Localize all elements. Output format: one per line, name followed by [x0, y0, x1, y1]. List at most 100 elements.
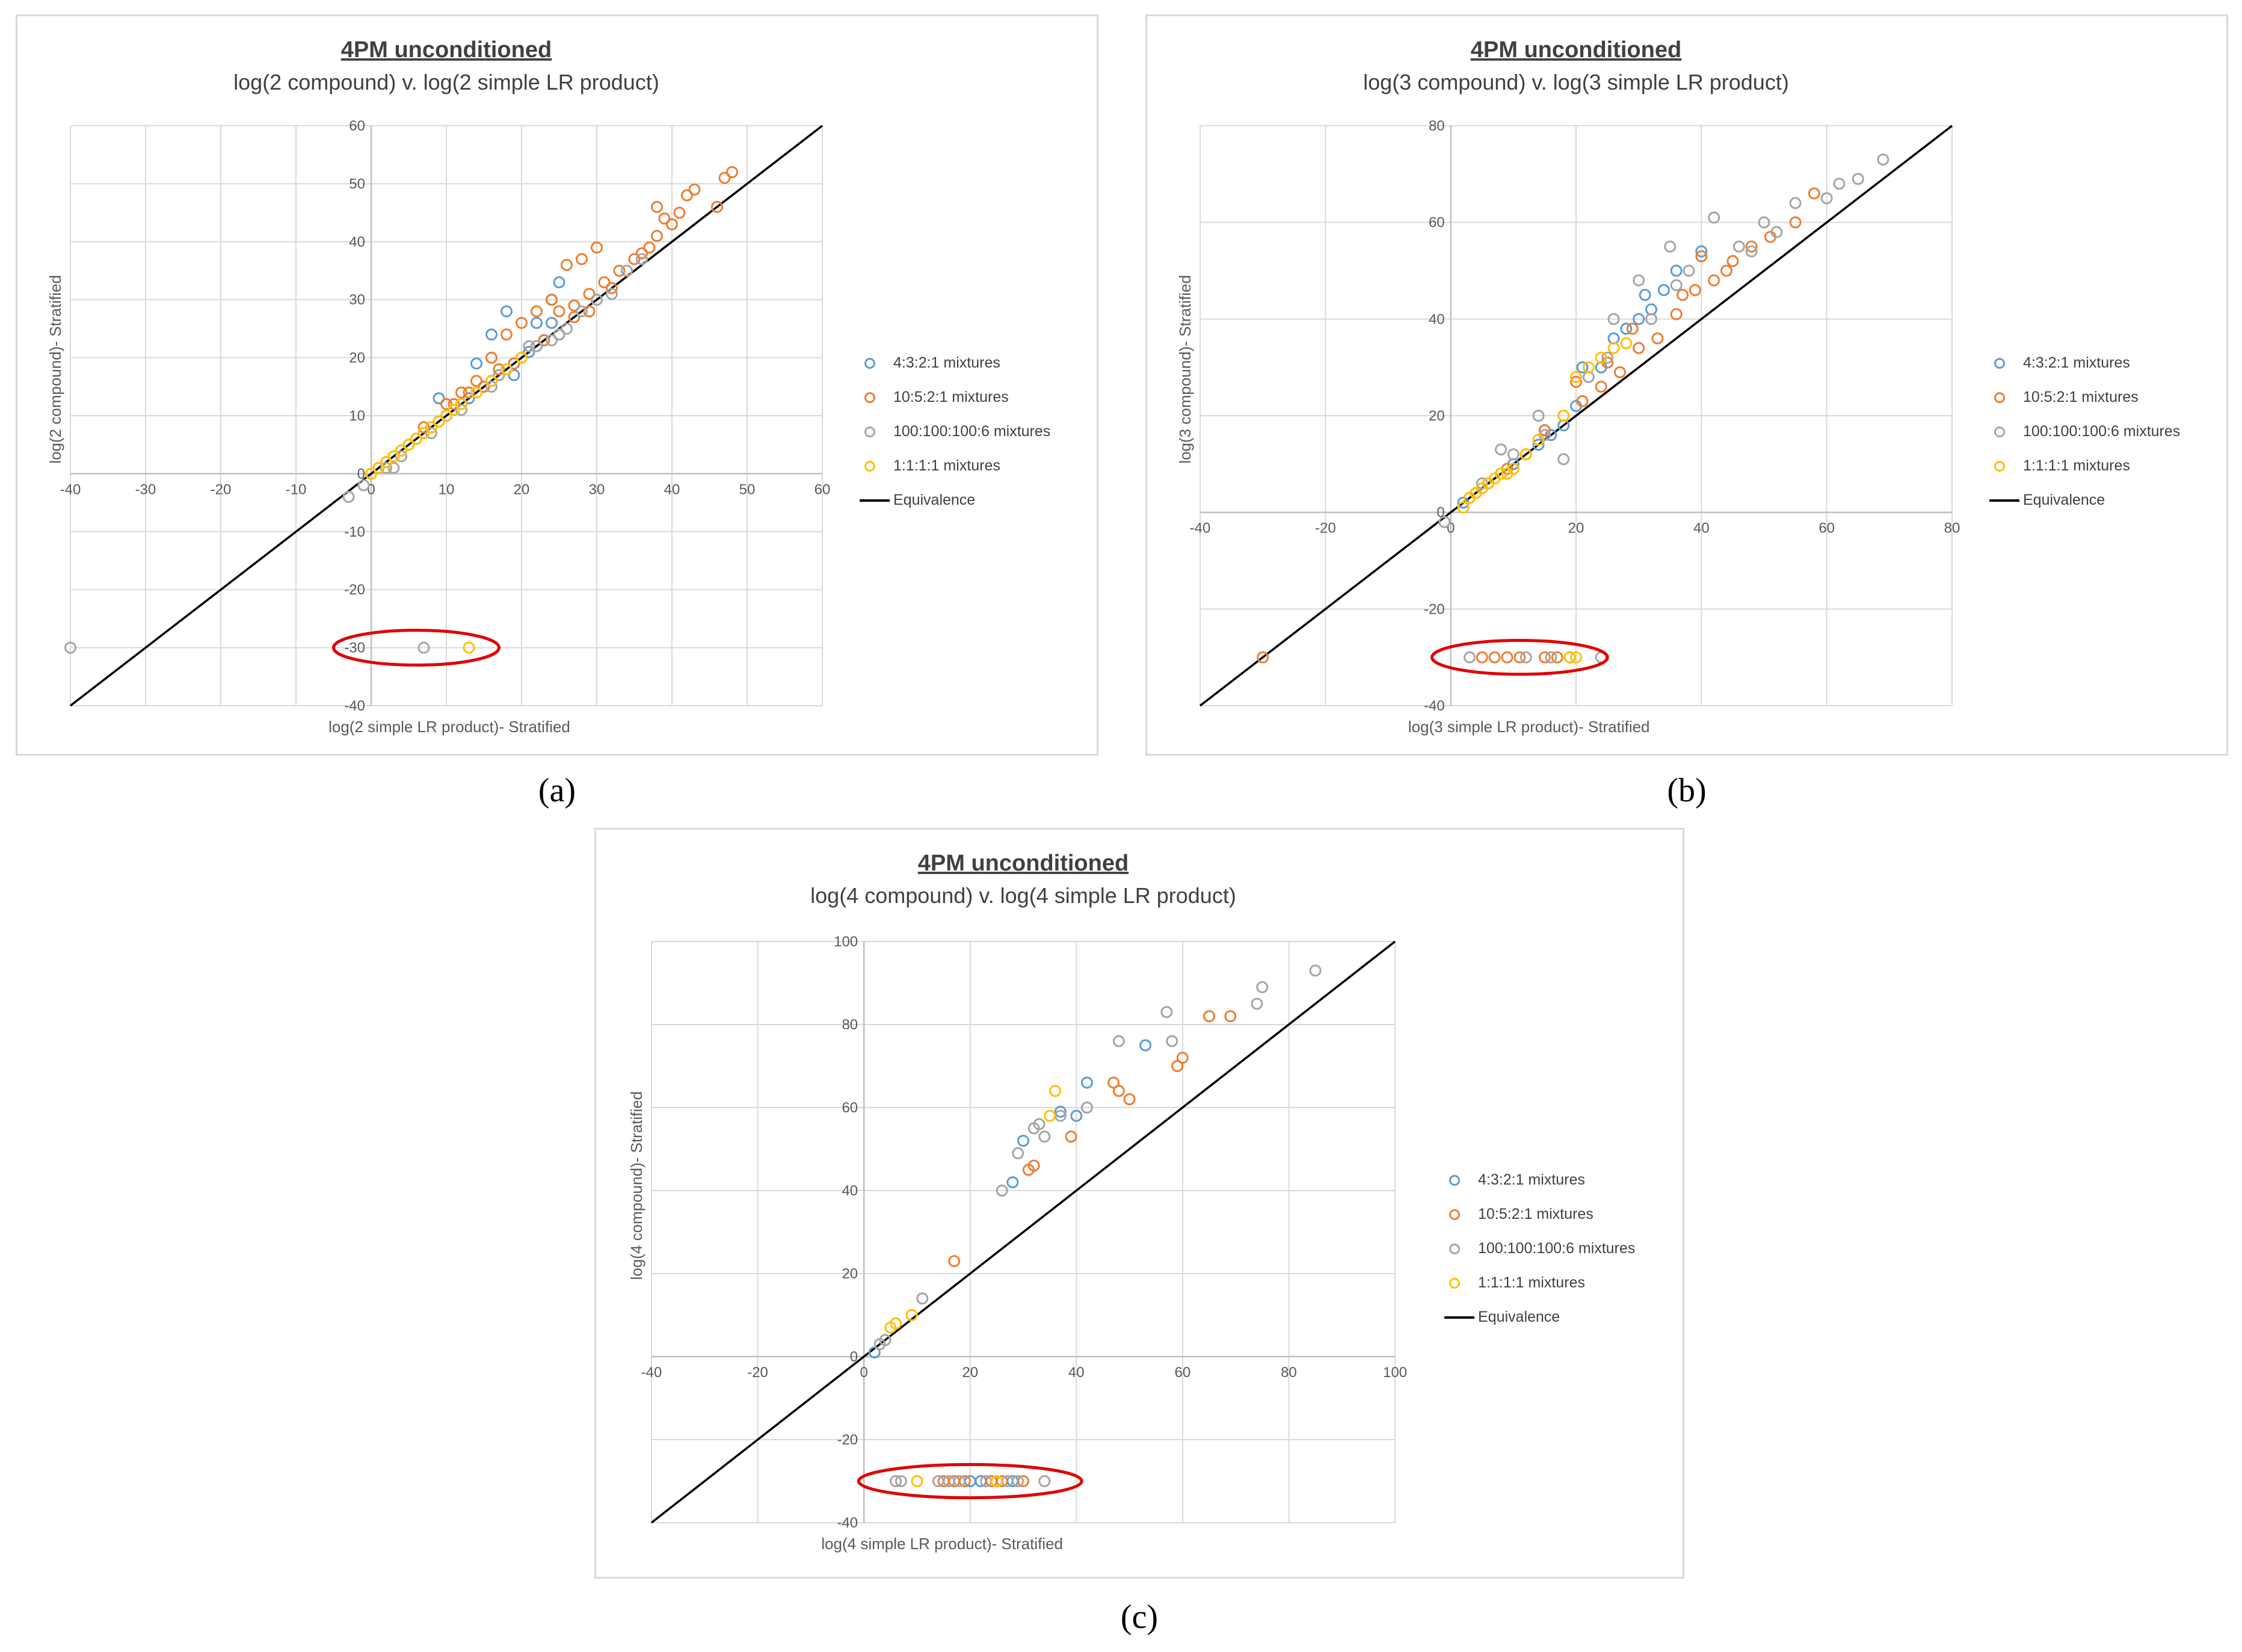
- data-point-series-3: [357, 479, 370, 492]
- chart-panel-b: 4PM unconditioned log(3 compound) v. log(…: [1145, 14, 2228, 756]
- y-tick-label: 20: [349, 350, 365, 366]
- data-point-series-2: [628, 253, 641, 265]
- data-point-series-3: [1112, 1035, 1125, 1047]
- x-axis-title: log(2 simple LR product)- Stratified: [328, 718, 570, 736]
- legend-label: 10:5:2:1 mixtures: [1478, 1206, 1594, 1222]
- y-tick-label: 20: [842, 1266, 858, 1282]
- x-tick-label: 0: [860, 1364, 867, 1381]
- data-point-series-2: [718, 171, 731, 184]
- x-tick-label: 50: [739, 481, 756, 498]
- legend-marker-icon: [1449, 1277, 1460, 1289]
- data-point-series-4: [1607, 342, 1620, 354]
- data-point-series-4: [402, 439, 415, 451]
- legend-item-series-3: 100:100:100:6 mixtures: [1444, 1231, 1635, 1266]
- data-point-series-3: [531, 340, 543, 353]
- legend-marker-icon: [864, 357, 875, 369]
- x-tick-label: -40: [1190, 520, 1211, 537]
- highlight-ellipse: [332, 629, 500, 667]
- data-point-series-2: [643, 241, 656, 254]
- data-point-series-3: [1507, 448, 1520, 461]
- legend-a: 4:3:2:1 mixtures 10:5:2:1 mixtures 100:100…: [860, 346, 1050, 517]
- data-point-series-2: [1065, 1130, 1077, 1143]
- data-point-series-3: [1012, 1147, 1024, 1159]
- x-tick-label: -30: [135, 481, 156, 498]
- legend-item-series-4: 1:1:1:1 mixtures: [1989, 449, 2180, 483]
- data-point-series-1: [1006, 1176, 1019, 1189]
- legend-item-series-2: 10:5:2:1 mixtures: [860, 380, 1050, 415]
- data-point-series-2: [531, 305, 543, 318]
- data-point-series-2: [726, 166, 738, 179]
- legend-item-equivalence: Equivalence: [1444, 1300, 1635, 1334]
- legend-label: 100:100:100:6 mixtures: [2023, 423, 2181, 440]
- data-point-series-3: [1476, 477, 1488, 490]
- data-point-series-1: [1657, 284, 1670, 297]
- data-point-series-1: [1645, 303, 1657, 316]
- data-point-series-3: [1038, 1130, 1051, 1143]
- y-axis-title: log(3 compound)- Stratified: [1176, 275, 1194, 464]
- data-point-series-1: [1620, 322, 1633, 335]
- data-point-series-4: [905, 1309, 918, 1321]
- chart-subtitle: log(2 compound) v. log(2 simple LR produ…: [233, 70, 659, 94]
- chart-panel-c: 4PM unconditioned log(4 compound) v. log(…: [594, 828, 1684, 1579]
- x-tick-label: 100: [1383, 1364, 1407, 1381]
- x-tick-label: -10: [286, 481, 307, 498]
- data-point-series-2: [463, 386, 475, 399]
- x-tick-label: -40: [60, 481, 81, 498]
- data-point-series-3: [1438, 516, 1451, 528]
- data-point-series-3: [621, 265, 633, 277]
- data-point-series-1: [463, 392, 475, 405]
- y-tick-label: 30: [349, 292, 365, 308]
- chart-svg-c: 4PM unconditioned log(4 compound) v. log(…: [627, 851, 1407, 1553]
- data-point-series-2: [516, 316, 528, 329]
- data-point-series-4: [1563, 651, 1576, 664]
- data-point-series-1: [1532, 439, 1545, 451]
- data-point-series-3: [387, 461, 400, 474]
- data-point-series-3: [1708, 211, 1720, 224]
- legend-item-series-3: 100:100:100:6 mixtures: [860, 415, 1050, 449]
- data-point-series-2: [440, 398, 452, 410]
- data-point-series-2: [1501, 651, 1514, 664]
- y-tick-label: -30: [344, 640, 365, 656]
- data-point-series-2: [470, 375, 482, 387]
- data-point-series-1: [1070, 1109, 1083, 1122]
- legend-label: 10:5:2:1 mixtures: [893, 389, 1009, 405]
- data-point-series-2: [1171, 1060, 1184, 1072]
- data-point-series-4: [387, 450, 400, 463]
- data-point-series-1: [1639, 289, 1651, 301]
- y-tick-label: 40: [1429, 311, 1445, 327]
- data-point-series-2: [448, 398, 460, 410]
- data-point-series-3: [1852, 173, 1864, 185]
- data-point-series-4: [1620, 337, 1633, 350]
- y-tick-label: 60: [842, 1100, 858, 1116]
- legend-label: 4:3:2:1 mixtures: [2023, 354, 2130, 371]
- legend-b: 4:3:2:1 mixtures 10:5:2:1 mixtures 100:100…: [1989, 346, 2180, 517]
- data-point-series-1: [1017, 1135, 1029, 1147]
- data-point-series-3: [1582, 371, 1595, 383]
- data-point-series-3: [1820, 192, 1833, 205]
- data-point-series-1: [1670, 265, 1683, 277]
- legend-marker-icon: [1994, 357, 2005, 369]
- data-point-series-4: [1520, 448, 1532, 461]
- x-tick-label: 20: [514, 481, 530, 498]
- data-point-series-2: [1488, 651, 1501, 664]
- data-point-series-2: [1224, 1010, 1237, 1023]
- data-point-series-2: [1203, 1010, 1215, 1023]
- legend-label: 4:3:2:1 mixtures: [1478, 1171, 1585, 1188]
- x-tick-label: 40: [664, 481, 680, 498]
- legend-item-series-4: 1:1:1:1 mixtures: [1444, 1266, 1635, 1300]
- data-point-series-1: [470, 357, 482, 370]
- data-point-series-3: [1645, 313, 1657, 325]
- y-axis-title: log(2 compound)- Stratified: [46, 275, 64, 464]
- data-point-series-2: [1476, 651, 1488, 664]
- data-point-series-4: [516, 351, 528, 364]
- data-point-series-2: [1538, 424, 1551, 437]
- data-point-series-3: [1463, 651, 1476, 664]
- data-point-series-4: [395, 444, 407, 457]
- legend-line-icon: [1444, 1316, 1474, 1319]
- legend-label: 10:5:2:1 mixtures: [2023, 389, 2139, 405]
- data-point-series-2: [666, 218, 678, 230]
- y-tick-label: 60: [1429, 215, 1445, 231]
- data-point-series-3: [1789, 197, 1802, 209]
- legend-item-equivalence: Equivalence: [860, 483, 1050, 517]
- data-point-series-3: [425, 427, 437, 439]
